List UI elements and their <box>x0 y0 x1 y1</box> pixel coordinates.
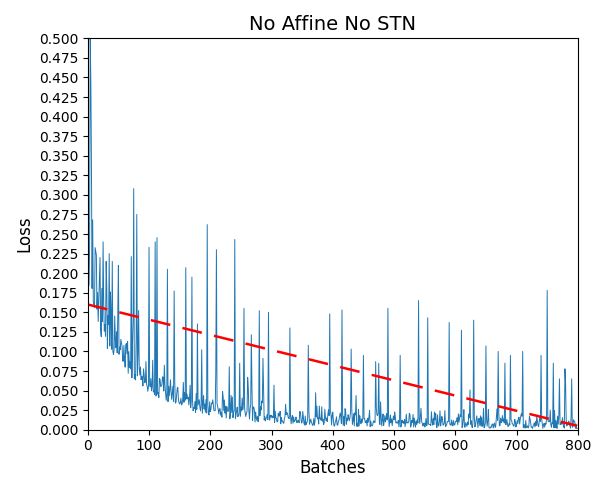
X-axis label: Batches: Batches <box>299 459 366 477</box>
Title: No Affine No STN: No Affine No STN <box>249 15 416 34</box>
Y-axis label: Loss: Loss <box>15 215 33 252</box>
